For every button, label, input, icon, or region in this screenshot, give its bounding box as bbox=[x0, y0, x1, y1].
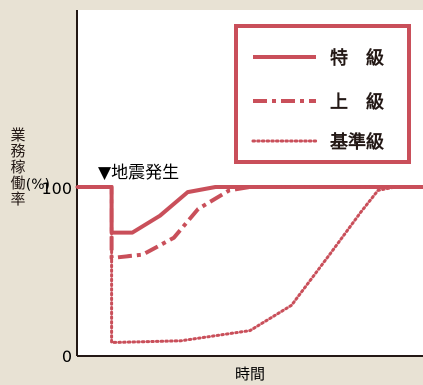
series-line-2 bbox=[75, 185, 423, 344]
legend-label-1: 上 級 bbox=[330, 91, 384, 113]
legend-box bbox=[234, 24, 411, 164]
x-axis-label: 時間 bbox=[235, 365, 265, 383]
y-axis-label-char: 率 bbox=[10, 190, 25, 208]
earthquake-annotation: ▼地震発生 bbox=[98, 163, 179, 183]
legend-label-2: 基準級 bbox=[329, 131, 384, 153]
y-axis-label-char: 稼 bbox=[10, 158, 25, 176]
y-tick-100: 100 bbox=[41, 179, 72, 198]
series-group bbox=[75, 185, 423, 344]
y-axis-label-char: 業 bbox=[10, 126, 25, 144]
y-unit-label: (%) bbox=[26, 177, 50, 193]
y-axis-label-char: 務 bbox=[10, 142, 25, 160]
y-tick-0: 0 bbox=[62, 347, 72, 366]
legend-label-0: 特 級 bbox=[330, 47, 384, 69]
y-axis-label-char: 働 bbox=[10, 174, 25, 192]
